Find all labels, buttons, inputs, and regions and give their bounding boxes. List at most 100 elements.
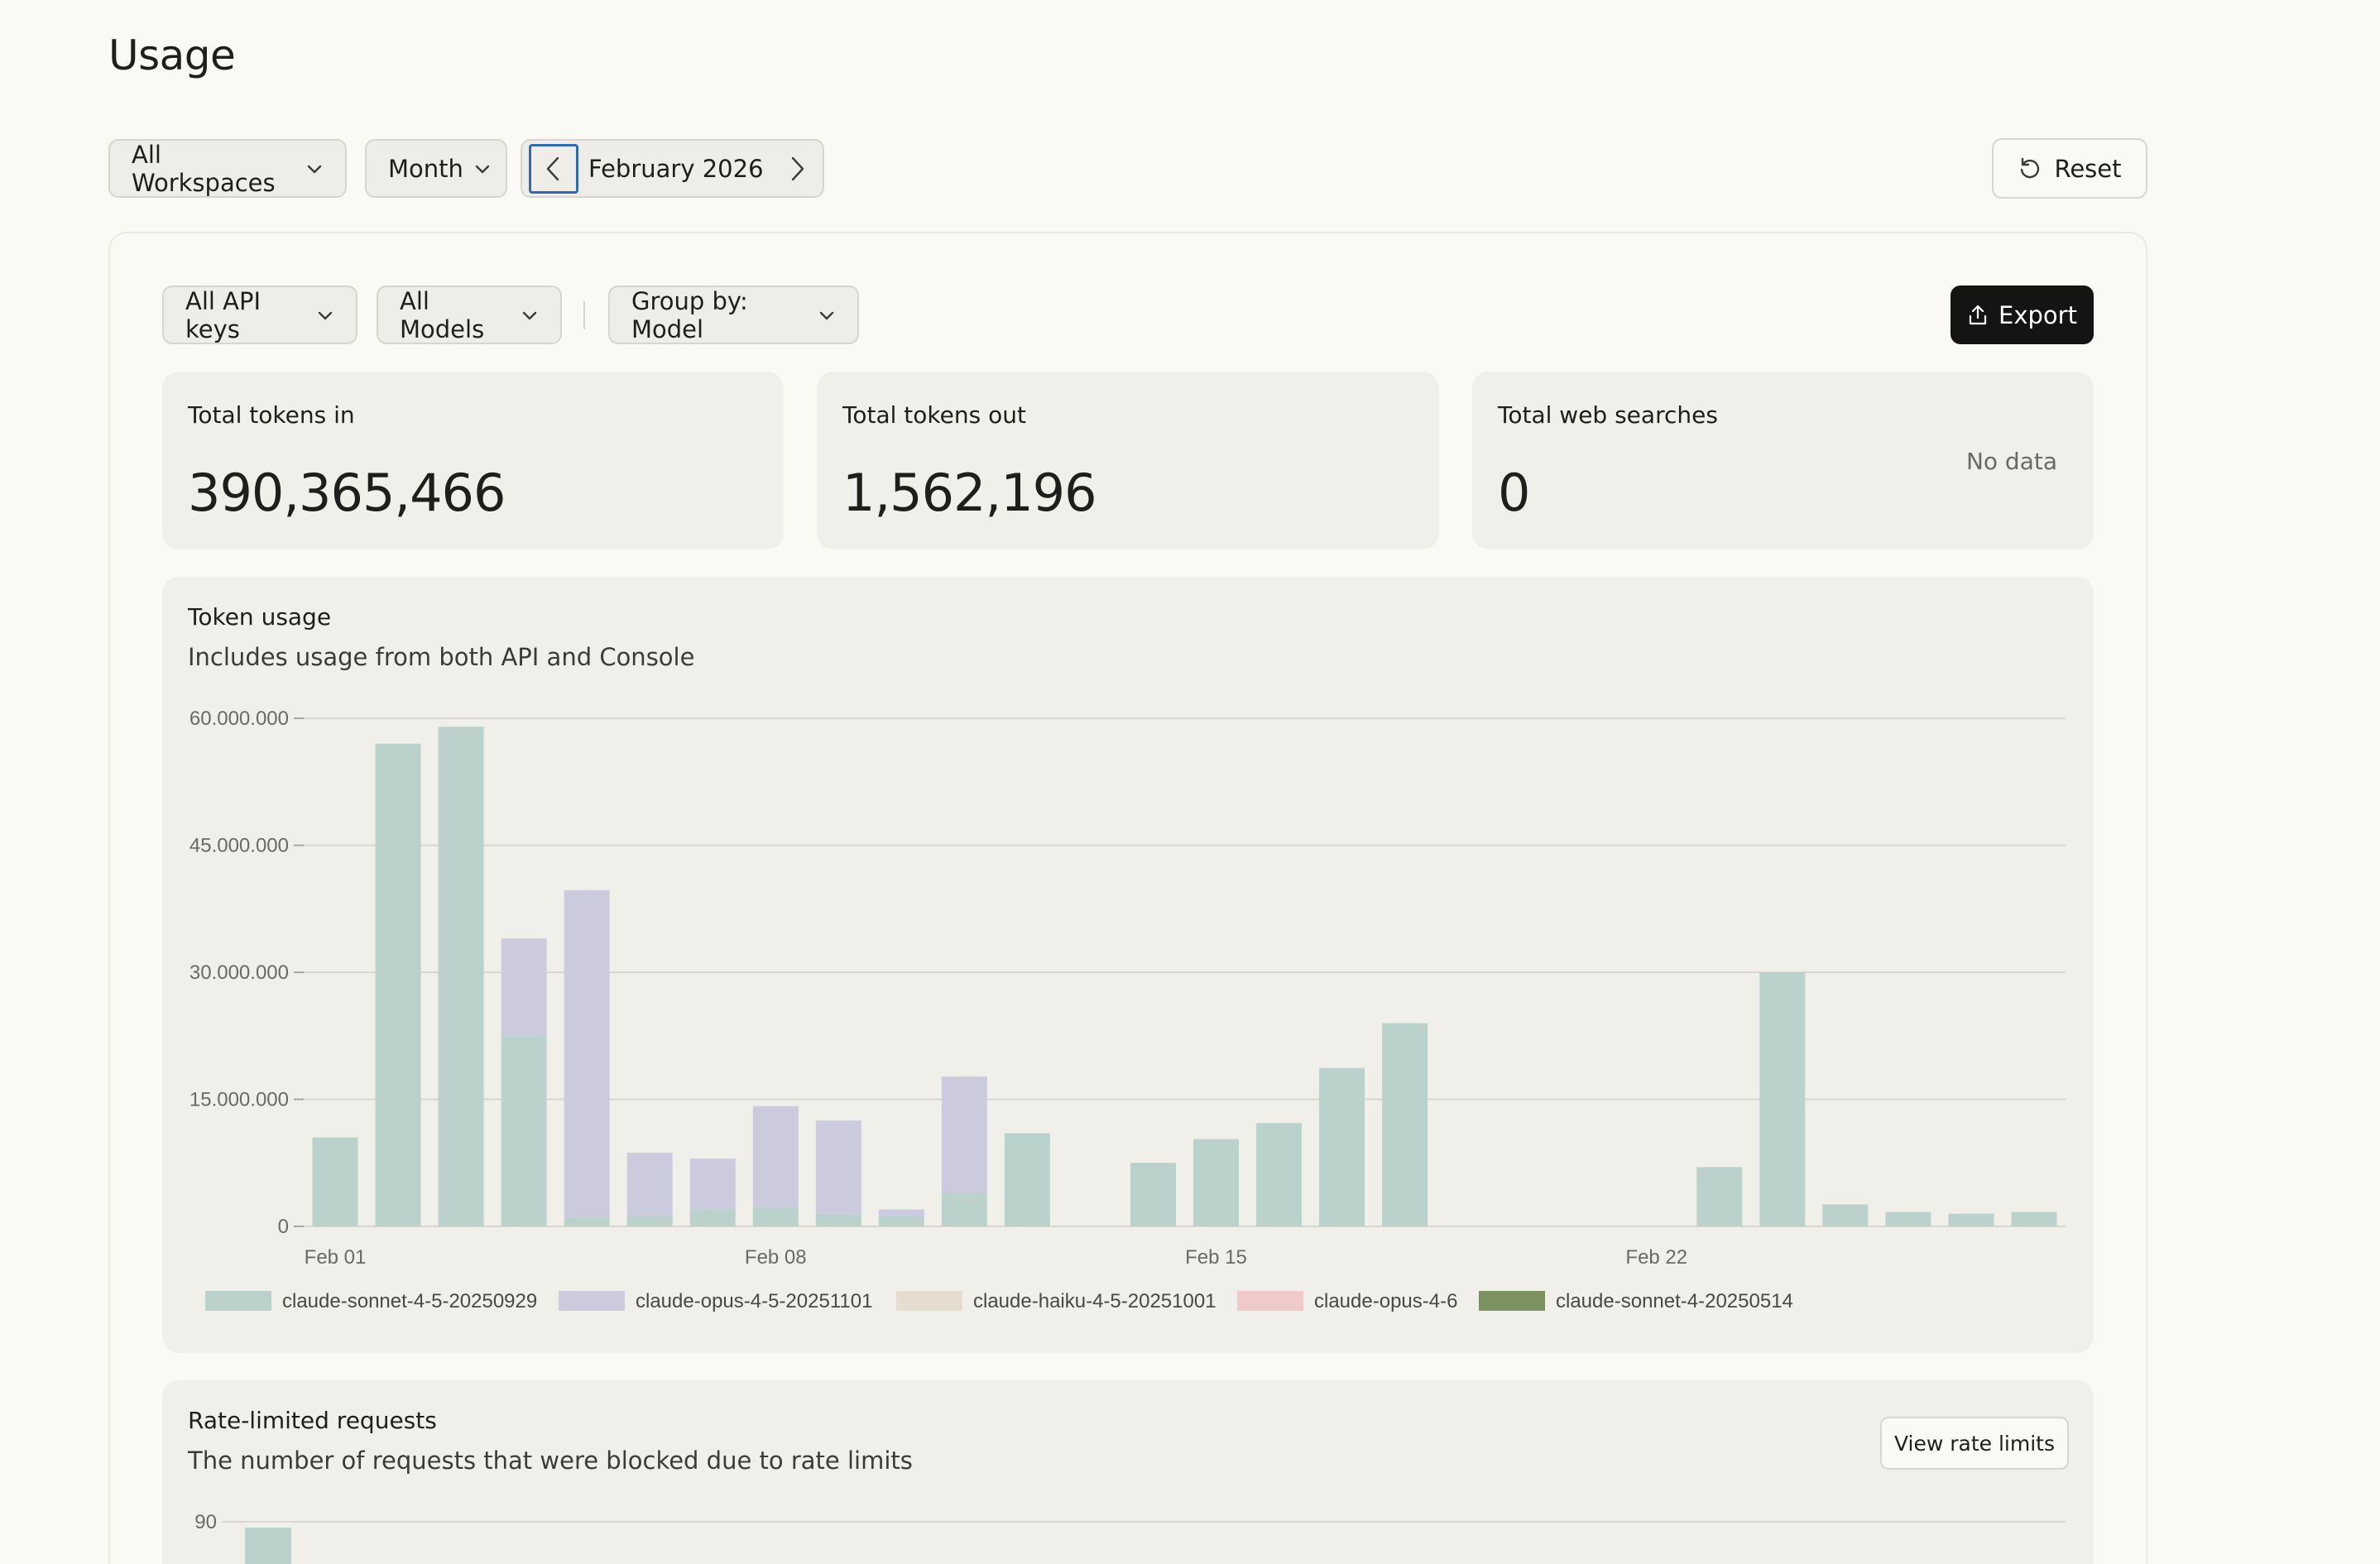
x-tick-label: Feb 15 <box>1185 1246 1247 1269</box>
current-month-label: February 2026 <box>588 154 764 183</box>
token-usage-card: Token usage Includes usage from both API… <box>162 577 2094 1353</box>
stat-card-tokens-in: Total tokens in 390,365,466 <box>162 372 784 549</box>
page-title: Usage <box>108 31 236 79</box>
bar-segment <box>878 1209 924 1216</box>
bar-segment <box>941 1192 987 1226</box>
bar-segment <box>1130 1163 1176 1226</box>
chevron-left-icon <box>546 156 559 180</box>
next-month-button[interactable] <box>772 144 822 194</box>
bar-segment <box>1319 1067 1365 1226</box>
legend-swatch <box>1479 1291 1545 1311</box>
legend-label: claude-sonnet-4-5-20250929 <box>282 1290 537 1312</box>
date-picker: February 2026 <box>521 139 824 198</box>
bar-segment <box>752 1106 799 1208</box>
no-data-note: No data <box>1965 448 2057 475</box>
bar-segment <box>878 1216 924 1226</box>
reset-icon <box>2021 157 2040 178</box>
x-tick-label: Feb 01 <box>305 1246 367 1269</box>
bar-segment <box>1948 1213 1994 1226</box>
chevron-down-icon <box>307 165 322 173</box>
bar <box>245 1528 291 1564</box>
y-tick-label: 90 <box>194 1511 217 1533</box>
bar-segment <box>752 1207 799 1226</box>
stat-label: Total tokens out <box>842 401 1026 429</box>
api-keys-select-label: All API keys <box>185 286 262 343</box>
bar-segment <box>438 727 484 1226</box>
bar-segment <box>689 1159 736 1210</box>
stat-label: Total web searches <box>1498 401 1718 429</box>
previous-month-button[interactable] <box>529 143 578 194</box>
view-rate-limits-label: View rate limits <box>1893 1431 2056 1456</box>
bar-segment <box>375 743 421 1226</box>
rate-limited-card: Rate-limited requests The number of requ… <box>162 1380 2094 1564</box>
y-tick-label: 60.000.000 <box>190 708 289 730</box>
bar-segment <box>626 1152 673 1216</box>
chevron-down-icon <box>522 311 537 319</box>
chevron-right-icon <box>791 156 804 180</box>
chevron-down-icon <box>475 165 490 173</box>
group-by-select[interactable]: Group by: Model <box>608 285 859 344</box>
legend-label: claude-opus-4-6 <box>1314 1290 1457 1312</box>
bar-segment <box>1822 1204 1869 1226</box>
export-button[interactable]: Export <box>1951 285 2094 344</box>
token-usage-chart: 0 15.000.000 30.000.000 45.000.000 60.000.00… <box>190 708 2066 1312</box>
x-tick-label: Feb 08 <box>745 1246 807 1269</box>
bar-segment <box>1759 972 1806 1226</box>
rate-limited-chart: 90 <box>194 1511 2066 1564</box>
rate-limited-subtitle: The number of requests that were blocked… <box>188 1446 913 1475</box>
stat-value: 1,562,196 <box>842 463 1097 523</box>
view-rate-limits-button[interactable]: View rate limits <box>1880 1417 2069 1470</box>
api-keys-select[interactable]: All API keys <box>162 285 357 344</box>
legend-label: claude-sonnet-4-20250514 <box>1556 1290 1793 1312</box>
legend-swatch <box>559 1291 625 1311</box>
workspace-select[interactable]: All Workspaces <box>108 139 347 198</box>
export-button-label: Export <box>1999 300 2077 329</box>
y-tick-label: 30.000.000 <box>190 962 289 984</box>
bar-segment <box>564 1217 610 1226</box>
chevron-down-icon <box>819 311 834 319</box>
workspace-select-label: All Workspaces <box>132 140 276 197</box>
token-usage-subtitle: Includes usage from both API and Console <box>188 643 695 671</box>
models-select[interactable]: All Models <box>377 285 562 344</box>
filter-divider <box>583 301 585 329</box>
x-tick-label: Feb 22 <box>1625 1246 1687 1269</box>
reset-button[interactable]: Reset <box>1992 138 2147 199</box>
stat-value: 390,365,466 <box>188 463 506 523</box>
bar-segment <box>815 1120 861 1214</box>
bar-segment <box>1382 1023 1428 1226</box>
bar-segment <box>1004 1133 1050 1226</box>
upload-icon <box>1969 305 1987 324</box>
bar-segment <box>312 1137 358 1226</box>
legend-swatch <box>1237 1291 1303 1311</box>
y-tick-label: 15.000.000 <box>190 1089 289 1111</box>
bar-segment <box>501 1035 547 1226</box>
legend-label: claude-opus-4-5-20251101 <box>636 1290 872 1312</box>
y-tick-label: 0 <box>278 1216 289 1238</box>
token-usage-title: Token usage <box>188 603 332 631</box>
bar-segment <box>2011 1211 2057 1226</box>
models-select-label: All Models <box>400 286 485 343</box>
stat-card-web-searches: Total web searches 0 No data <box>1472 372 2094 549</box>
bar-segment <box>501 938 547 1036</box>
bar-segment <box>1256 1123 1303 1226</box>
period-select-label: Month <box>388 154 463 183</box>
legend-swatch <box>205 1291 271 1311</box>
y-tick-label: 45.000.000 <box>190 835 289 857</box>
bar-segment <box>941 1076 987 1193</box>
stat-label: Total tokens in <box>188 401 355 429</box>
reset-button-label: Reset <box>2054 154 2122 183</box>
group-by-select-label: Group by: Model <box>631 286 748 343</box>
legend-label: claude-haiku-4-5-20251001 <box>973 1290 1216 1312</box>
stat-card-tokens-out: Total tokens out 1,562,196 <box>817 372 1439 549</box>
stat-value: 0 <box>1498 463 1530 523</box>
bar-segment <box>815 1213 861 1226</box>
bar-segment <box>564 890 610 1218</box>
rate-limited-title: Rate-limited requests <box>188 1407 437 1434</box>
bar-segment <box>1193 1139 1240 1226</box>
bar-segment <box>689 1209 736 1226</box>
period-select[interactable]: Month <box>365 139 507 198</box>
bar-segment <box>1696 1167 1743 1226</box>
legend-swatch <box>896 1291 962 1311</box>
chevron-down-icon <box>318 311 333 319</box>
